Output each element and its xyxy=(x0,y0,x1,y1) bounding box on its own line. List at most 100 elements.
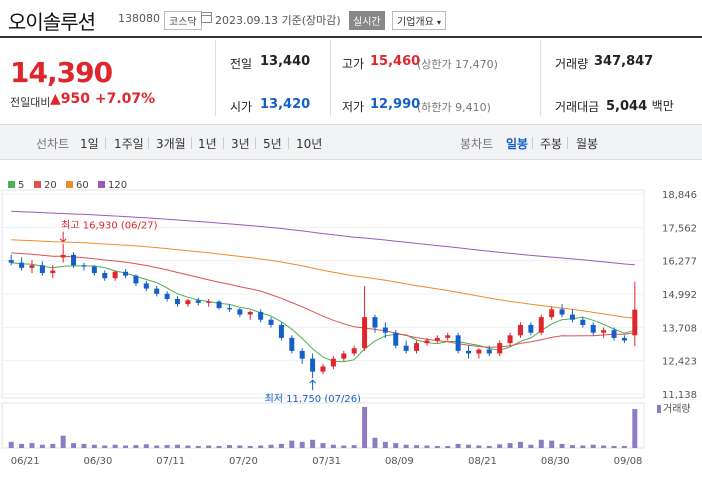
candle-body xyxy=(81,265,87,267)
candle-body xyxy=(50,270,56,274)
x-tick-label: 08/09 xyxy=(385,456,414,467)
candle-body xyxy=(310,358,316,372)
corp-info-dropdown[interactable]: 기업개요 ▾ xyxy=(392,11,447,30)
volume-bar xyxy=(81,443,87,448)
volume-bar xyxy=(403,444,409,448)
volume-bar xyxy=(466,444,472,448)
volume-bar xyxy=(476,445,482,448)
candle-body xyxy=(341,353,347,359)
period-3y[interactable]: 3년 xyxy=(231,137,250,151)
volume-bar xyxy=(143,444,149,448)
period-1y[interactable]: 1년 xyxy=(198,137,217,151)
chevron-down-icon: ▾ xyxy=(437,18,442,27)
candle-body xyxy=(434,337,440,341)
volume-bar xyxy=(434,445,440,448)
candle-body xyxy=(414,343,420,351)
volume-bar xyxy=(569,445,575,448)
volume-bar xyxy=(8,441,14,448)
candlestick-chart[interactable]: 18,846 17,562 16,277 14,992 13,708 12,423 11,1… xyxy=(0,188,702,480)
y-tick-label: 17,562 xyxy=(662,223,697,234)
candle-body xyxy=(206,301,212,303)
volume-bar xyxy=(112,444,118,448)
candle-body xyxy=(507,335,513,344)
y-tick-label: 14,992 xyxy=(662,290,697,301)
candle-body xyxy=(445,335,451,338)
line-chart-label[interactable]: 선차트 xyxy=(36,137,70,151)
divider xyxy=(567,137,568,149)
high-annotation: 최고 16,930 (06/27) xyxy=(61,220,157,232)
volume-bar xyxy=(486,445,492,448)
volume-bar xyxy=(621,445,627,448)
volume-bar xyxy=(372,437,378,448)
volume-bar xyxy=(455,443,461,448)
ma20-line xyxy=(11,252,635,348)
volume-bar xyxy=(268,444,274,448)
high-arrow xyxy=(59,231,67,243)
candle-body xyxy=(351,348,357,354)
volume-bar xyxy=(310,439,316,448)
volume-bar xyxy=(60,435,66,448)
low-label: 저가 xyxy=(342,100,365,114)
legend-ma20: 20 xyxy=(34,180,57,191)
period-1d[interactable]: 1일 xyxy=(80,137,99,151)
volume-bar xyxy=(362,407,368,448)
realtime-button[interactable]: 실시간 xyxy=(349,11,385,30)
ma60-line xyxy=(11,239,635,319)
volume-bar xyxy=(19,443,25,448)
candle-body xyxy=(580,319,586,325)
volume-bar xyxy=(50,443,56,448)
y-tick-label: 12,423 xyxy=(662,357,697,368)
candle-body xyxy=(278,324,284,338)
y-tick-label: 13,708 xyxy=(662,323,697,334)
volume-bar xyxy=(611,445,617,448)
candle-monthly[interactable]: 월봉 xyxy=(576,137,599,151)
candle-body xyxy=(258,311,264,320)
candle-body xyxy=(601,330,607,333)
legend-swatch xyxy=(98,181,105,188)
volume-bar xyxy=(393,443,399,448)
x-tick-label: 08/30 xyxy=(541,456,570,467)
legend-ma60: 60 xyxy=(66,180,89,191)
calendar-icon xyxy=(201,12,212,23)
candle-body xyxy=(382,327,388,333)
divider xyxy=(215,40,216,116)
volume-bar xyxy=(289,440,295,448)
volume-bar xyxy=(517,441,523,448)
candle-daily[interactable]: 일봉 xyxy=(506,137,529,151)
period-3m[interactable]: 3개월 xyxy=(156,137,186,151)
divider xyxy=(255,137,256,149)
volume-bar xyxy=(133,445,139,448)
candle-weekly[interactable]: 주봉 xyxy=(540,137,563,151)
candle-body xyxy=(362,317,368,349)
volume-bar xyxy=(538,439,544,448)
upper-limit: (상한가 17,470) xyxy=(417,58,498,71)
volume-label: 거래량 xyxy=(555,57,589,71)
volume-bar xyxy=(507,443,513,448)
candle-body xyxy=(497,343,503,354)
volume-bar xyxy=(123,445,129,448)
candle-body xyxy=(299,350,305,359)
candle-body xyxy=(164,293,170,299)
candle-body xyxy=(19,262,25,268)
low-annotation: 최저 11,750 (07/26) xyxy=(265,393,361,405)
candle-body xyxy=(60,254,66,258)
divider xyxy=(532,137,533,149)
change-amount: ▲950 +7.07% xyxy=(50,91,156,107)
candle-body xyxy=(517,324,523,336)
candle-body xyxy=(549,309,555,318)
header-divider xyxy=(0,36,702,38)
x-tick-label: 07/31 xyxy=(312,456,341,467)
volume-bar xyxy=(445,445,451,448)
volume-bar xyxy=(185,445,191,448)
period-5y[interactable]: 5년 xyxy=(263,137,282,151)
volume-bar xyxy=(320,443,326,448)
volume-bar xyxy=(226,445,232,448)
period-1w[interactable]: 1주일 xyxy=(114,137,144,151)
volume-bar xyxy=(247,445,253,448)
y-tick-label: 16,277 xyxy=(662,257,697,268)
candle-chart-label[interactable]: 봉차트 xyxy=(460,137,494,151)
volume-bar xyxy=(154,445,160,448)
period-10y[interactable]: 10년 xyxy=(296,137,323,151)
amount-label: 거래대금 xyxy=(555,100,600,114)
divider xyxy=(105,137,106,149)
